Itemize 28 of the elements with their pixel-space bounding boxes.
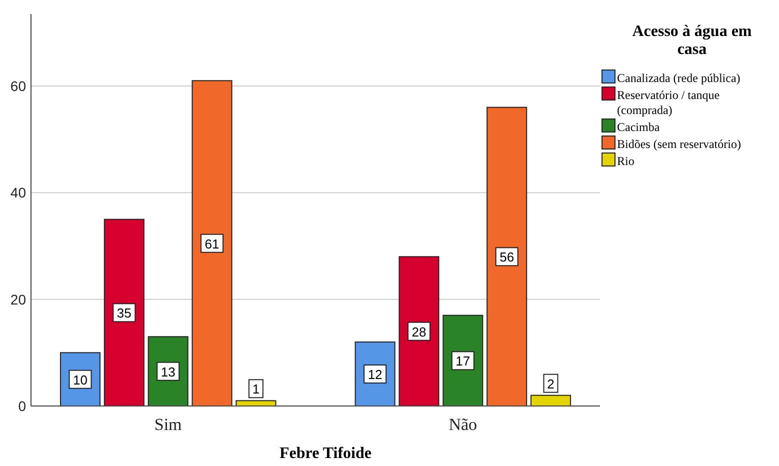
legend-label: Canalizada (rede pública)	[617, 71, 740, 85]
legend-label: Bidões (sem reservatório)	[617, 137, 741, 151]
data-label: 1	[252, 382, 260, 397]
y-tick-label: 40	[10, 184, 26, 201]
data-label: 28	[412, 324, 426, 340]
y-tick-label: 60	[10, 78, 26, 94]
bar	[530, 394, 572, 406]
legend-label: Reservatório / tanque (comprada)	[617, 88, 720, 117]
y-tick-label: 20	[10, 291, 26, 308]
x-axis-title: Febre Tifoide	[280, 445, 372, 462]
bar	[398, 256, 440, 406]
bar	[192, 80, 232, 406]
data-label: 17	[456, 354, 470, 369]
x-tick-label: Não	[448, 415, 478, 434]
data-label: 13	[160, 364, 176, 380]
data-label: 61	[204, 236, 220, 252]
legend-label: Cacimba	[617, 120, 660, 134]
data-label: 56	[500, 250, 514, 265]
y-tick-label: 0	[18, 398, 26, 414]
legend-label: Rio	[617, 154, 634, 168]
bar	[104, 218, 144, 406]
data-label: 10	[73, 372, 88, 388]
data-label: 2	[547, 376, 554, 392]
x-tick-label: Sim	[154, 415, 182, 434]
bar	[486, 106, 528, 406]
data-label: 12	[368, 367, 382, 382]
legend-title: Acesso à água em casa	[632, 23, 752, 58]
data-label: 35	[116, 306, 132, 321]
